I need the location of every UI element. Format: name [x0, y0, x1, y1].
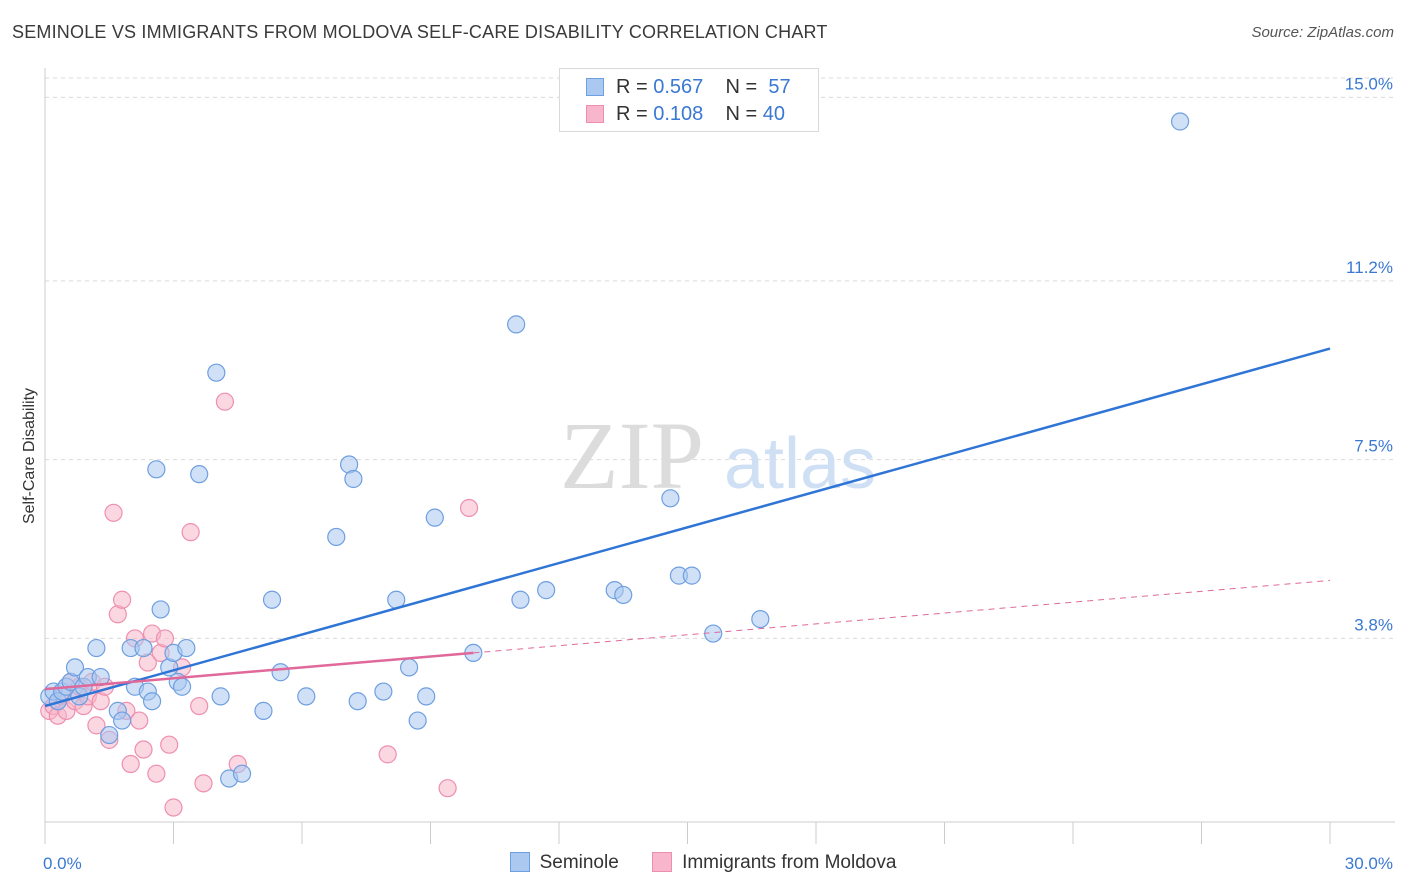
moldova-point[interactable] — [155, 629, 175, 648]
chart-title: SEMINOLE VS IMMIGRANTS FROM MOLDOVA SELF… — [12, 22, 828, 42]
seminole-point[interactable] — [399, 658, 419, 677]
r-value: 0.108 — [653, 103, 704, 125]
seminole-point[interactable] — [417, 687, 436, 706]
n-label: N = — [725, 76, 758, 98]
seminole-point[interactable] — [172, 677, 192, 696]
seminole-point[interactable] — [408, 711, 427, 730]
moldova-point[interactable] — [121, 754, 140, 774]
legend-row-moldova: R = 0.108 N = 40 — [586, 103, 785, 127]
seminole-point[interactable] — [751, 609, 770, 629]
seminole-point[interactable] — [232, 764, 252, 783]
n-label: N = — [725, 103, 758, 125]
seminole-point[interactable] — [344, 469, 363, 489]
moldova-point[interactable] — [134, 740, 153, 759]
seminole-point[interactable] — [262, 590, 282, 609]
seminole-point[interactable] — [87, 638, 106, 658]
y-tick-label: 3.8% — [1354, 615, 1393, 634]
moldova-point[interactable] — [160, 735, 179, 754]
source-label: Source: ZipAtlas.com — [1251, 24, 1394, 41]
moldova-point[interactable] — [378, 745, 397, 764]
watermark-zip: ZIP — [560, 402, 704, 509]
moldova-trend-extension — [473, 579, 1331, 654]
legend-swatch-seminole — [586, 78, 604, 96]
moldova-point[interactable] — [87, 716, 106, 735]
legend-swatch — [509, 852, 530, 872]
seminole-point[interactable] — [151, 600, 170, 619]
seminole-point[interactable] — [425, 508, 444, 527]
y-tick-label: 11.2% — [1346, 258, 1393, 277]
seminole-point[interactable] — [207, 363, 226, 382]
watermark: ZIP atlas — [560, 402, 876, 509]
n-value: 57 — [768, 76, 791, 98]
r-label: R = — [616, 76, 648, 98]
seminole-point[interactable] — [142, 692, 162, 711]
seminole-point[interactable] — [65, 658, 85, 677]
legend-swatch — [652, 852, 673, 872]
seminole-point[interactable] — [100, 725, 119, 745]
y-axis-label: Self-Care Disability — [21, 388, 38, 524]
y-tick-label: 15.0% — [1345, 74, 1393, 93]
seminole-point[interactable] — [348, 692, 367, 711]
seminole-point[interactable] — [177, 638, 196, 658]
x-tick-label: 30.0% — [1345, 854, 1393, 873]
moldova-point[interactable] — [215, 392, 234, 411]
seminole-trend-line — [44, 347, 1331, 708]
moldova-point[interactable] — [190, 696, 209, 716]
trend-lines — [44, 347, 1331, 708]
y-tick-label: 7.5% — [1354, 437, 1393, 456]
seminole-point[interactable] — [537, 581, 556, 600]
seminole-point[interactable] — [271, 663, 290, 682]
legend-label: Immigrants from Moldova — [682, 852, 897, 873]
seminole-point[interactable] — [211, 687, 230, 706]
series-legend: Seminole Immigrants from Moldova — [0, 852, 1406, 874]
moldova-point[interactable] — [194, 774, 213, 793]
moldova-point[interactable] — [112, 590, 132, 609]
moldova-point[interactable] — [181, 523, 200, 542]
seminole-point[interactable] — [661, 489, 680, 508]
seminole-point[interactable] — [190, 465, 209, 484]
seminole-point[interactable] — [147, 460, 166, 479]
seminole-point[interactable] — [374, 682, 393, 701]
seminole-point[interactable] — [614, 585, 633, 605]
moldova-point[interactable] — [459, 498, 479, 518]
seminole-point[interactable] — [327, 527, 346, 547]
tick-labels: 3.8% 7.5% 11.2% 15.0% 0.0% 30.0% — [43, 74, 1393, 873]
seminole-point[interactable] — [682, 566, 701, 585]
n-value: 40 — [762, 103, 786, 125]
seminole-point[interactable] — [134, 638, 153, 658]
legend-swatch-moldova — [586, 105, 604, 123]
seminole-point[interactable] — [254, 701, 273, 720]
legend-label: Seminole — [539, 852, 619, 873]
moldova-trend-line — [44, 651, 474, 691]
legend-item-seminole[interactable]: Seminole — [509, 852, 619, 874]
seminole-point[interactable] — [507, 315, 526, 334]
grid-lines — [45, 77, 1395, 639]
moldova-point[interactable] — [147, 764, 166, 783]
moldova-point[interactable] — [130, 711, 149, 730]
watermark-atlas: atlas — [724, 424, 876, 504]
legend-row-seminole: R = 0.567 N = 57 — [586, 76, 791, 100]
axes — [44, 68, 1395, 844]
moldova-point[interactable] — [104, 503, 123, 522]
seminole-point[interactable] — [297, 687, 316, 706]
data-points — [40, 112, 1190, 817]
legend-item-moldova[interactable]: Immigrants from Moldova — [652, 852, 896, 874]
seminole-point[interactable] — [112, 711, 132, 730]
stats-legend: R = 0.567 N = 57 R = 0.108 N = 40 — [559, 68, 819, 132]
x-tick-label: 0.0% — [43, 854, 82, 873]
r-value: 0.567 — [653, 76, 704, 98]
moldova-point[interactable] — [164, 798, 183, 817]
moldova-point[interactable] — [438, 779, 457, 798]
r-label: R = — [616, 103, 648, 125]
seminole-point[interactable] — [1170, 112, 1190, 131]
seminole-point[interactable] — [511, 590, 530, 609]
